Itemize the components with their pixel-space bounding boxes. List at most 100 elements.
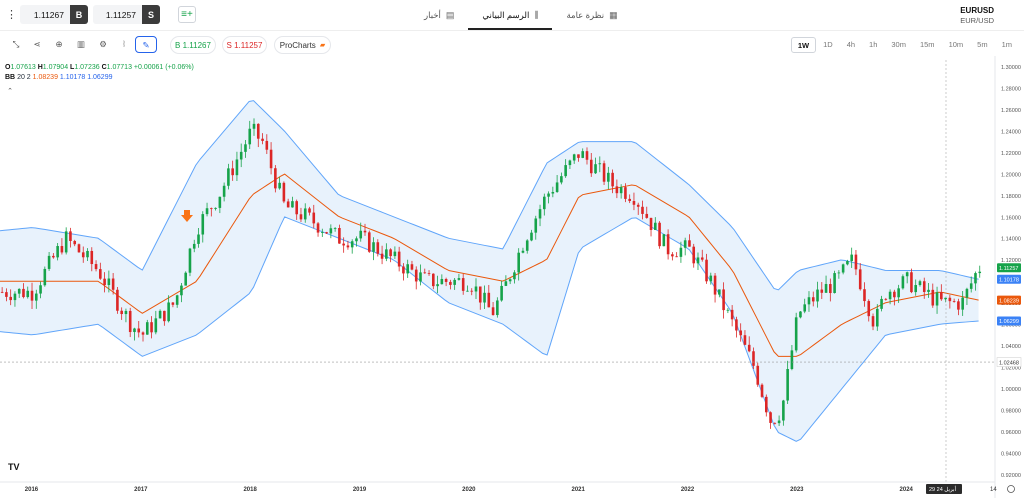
candle-body (372, 242, 375, 252)
tf-30m[interactable]: 30m (891, 40, 906, 49)
candle-body (440, 278, 444, 285)
price-tick-label: 0.94000 (1001, 452, 1021, 458)
indicators-icon[interactable]: ⦚ (123, 39, 125, 49)
candle-body (760, 384, 764, 397)
candle-body (914, 285, 918, 293)
candle-body (218, 196, 222, 208)
candle-body (99, 269, 102, 279)
candle-body (145, 322, 149, 335)
arrow-down-icon (181, 210, 193, 222)
candle-body (124, 310, 128, 315)
tf-5m[interactable]: 5m (977, 40, 988, 49)
candle-body (683, 240, 687, 248)
bottom-right-label: 14 (990, 487, 997, 493)
tf-1h[interactable]: 1h (869, 40, 878, 49)
candle-body (158, 310, 162, 319)
candle-body (26, 290, 30, 298)
share-icon[interactable]: ⋖ (33, 39, 41, 49)
price-tick-label: 0.96000 (1001, 430, 1021, 436)
add-list-icon[interactable]: ≡+ (178, 6, 196, 23)
candle-body (338, 228, 341, 244)
candle-body (333, 228, 337, 229)
add-indicator-icon[interactable]: ⊕ (55, 39, 63, 49)
candle-body (231, 168, 234, 176)
price-tick-label: 0.98000 (1001, 409, 1021, 415)
timeframe-selector: 1W 1D 4h 1h 30m 15m 10m 5m 1m (790, 36, 1019, 54)
candle-body (17, 288, 21, 294)
chart-settings-icon (1007, 485, 1015, 493)
tab-chart[interactable]: الرسم البياني ⫼ (468, 0, 553, 30)
candle-body (69, 231, 72, 242)
sell-price: 1.11257 (105, 9, 136, 20)
sell-pill[interactable]: S 1.11257 (222, 36, 267, 54)
ohlc-row: O1.07613 H1.07904 L1.07236 C1.07713 +0.0… (5, 63, 194, 73)
draw-icon[interactable]: ✎ (135, 36, 157, 53)
candle-body (649, 217, 653, 230)
collapse-icon[interactable]: ⤡ (12, 39, 20, 49)
candle-body (666, 234, 670, 255)
kebab-icon[interactable]: ⋮ (6, 9, 17, 21)
prochart-button[interactable]: ProCharts ▰ (274, 36, 331, 54)
candle-body (5, 292, 8, 297)
candle-body (530, 232, 533, 241)
high-label: H (37, 64, 43, 71)
year-label: 2019 (353, 487, 367, 493)
sell-price-box[interactable]: 1.11257 S (93, 5, 160, 24)
chevron-up-icon[interactable]: ⌃ (7, 88, 13, 95)
candle-body (517, 252, 520, 273)
tf-1m[interactable]: 1m (1001, 40, 1012, 49)
candle-body (47, 255, 51, 269)
candle-body (662, 234, 666, 247)
close-value: 1.07713 (106, 64, 132, 71)
candle-body (611, 172, 614, 187)
candle-body (474, 286, 478, 292)
candle-body (201, 214, 205, 235)
bar-chart-icon[interactable]: ▥ (76, 39, 86, 49)
candle-body (632, 201, 636, 205)
tab-chart-label: الرسم البياني (482, 9, 530, 20)
candle-body (376, 242, 380, 254)
candle-body (628, 198, 631, 202)
candle-body (423, 272, 427, 274)
candle-body (235, 159, 239, 176)
candle-body (171, 302, 175, 305)
candle-body (355, 238, 358, 242)
candle-body (444, 278, 448, 282)
candle-body (299, 214, 303, 220)
tf-1d[interactable]: 1D (823, 40, 833, 49)
candle-body (786, 368, 789, 401)
buy-tag[interactable]: B (70, 5, 88, 24)
candle-body (897, 288, 900, 298)
candle-body (56, 246, 59, 258)
candle-body (624, 187, 627, 199)
open-label: O (5, 64, 11, 71)
tf-15m[interactable]: 15m (919, 40, 935, 49)
tf-10m[interactable]: 10m (948, 40, 964, 49)
candle-body (402, 266, 405, 274)
grid-icon: ▦ (609, 9, 618, 20)
candle-body (675, 256, 678, 258)
price-chart[interactable]: 1.30000 1.28000 1.26000 1.24000 1.22000 1.200… (0, 56, 1024, 498)
price-tick-label: 0.92000 (1001, 473, 1021, 479)
buy-price-box[interactable]: 1.11267 B (20, 5, 88, 24)
price-tick-label: 1.26000 (1001, 108, 1021, 114)
tab-news[interactable]: أخبار ▤ (410, 0, 468, 30)
candle-body (910, 272, 913, 293)
tf-4h[interactable]: 4h (846, 40, 856, 49)
symbol-box[interactable]: EURUSD EUR/USD (960, 6, 994, 25)
tab-news-label: أخبار (424, 9, 441, 20)
bb-lower-tag: 1.06299 (999, 319, 1019, 325)
candle-body (782, 400, 785, 421)
candle-body (325, 232, 328, 234)
sell-tag[interactable]: S (142, 5, 160, 24)
tf-1w[interactable]: 1W (790, 37, 817, 53)
tab-overview[interactable]: نظرة عامة ▦ (552, 0, 631, 30)
buy-pill[interactable]: B 1.11267 (170, 36, 216, 54)
bb-params: 20 2 (17, 74, 31, 81)
settings-icon[interactable]: ⚙ (99, 39, 107, 49)
candle-body (739, 330, 742, 336)
price-tick-label: 1.00000 (1001, 387, 1021, 393)
candle-body (756, 365, 760, 385)
candle-body (86, 250, 89, 258)
candle-body (342, 243, 345, 246)
